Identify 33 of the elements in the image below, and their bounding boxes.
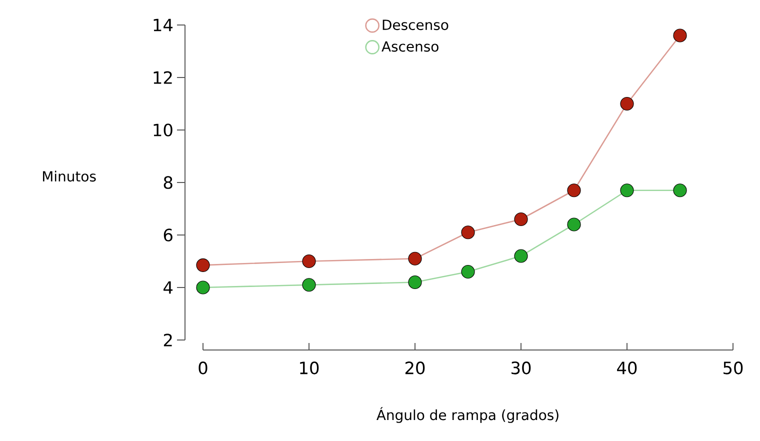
point <box>408 275 422 290</box>
point <box>302 278 316 292</box>
x-axis-title: Ángulo de rampa (grados) <box>376 407 558 423</box>
x-tick-label: 20 <box>405 362 425 374</box>
point <box>567 184 581 198</box>
y-tick-label: 6 <box>164 228 172 242</box>
y-axis-title: Minutos <box>42 170 96 182</box>
x-tick-label: 10 <box>300 362 319 374</box>
point <box>408 252 422 266</box>
point <box>567 218 581 232</box>
legend-label: Ascenso <box>382 41 438 52</box>
y-tick-label: 8 <box>164 176 172 189</box>
point <box>514 212 528 226</box>
point <box>620 96 634 111</box>
y-tick-label: 12 <box>154 71 172 84</box>
x-tick-label: 40 <box>617 362 637 374</box>
y-tick-label: 4 <box>164 281 173 294</box>
point <box>620 184 634 198</box>
legend-label: Descenso <box>382 20 448 30</box>
point <box>196 258 210 272</box>
x-tick-label: 30 <box>512 362 531 374</box>
y-tick-label: 10 <box>154 124 172 136</box>
point <box>673 184 687 198</box>
point <box>461 226 475 240</box>
y-tick-label: 2 <box>164 334 172 346</box>
point <box>196 280 210 294</box>
point <box>302 254 316 268</box>
x-tick-label: 50 <box>724 362 743 374</box>
point <box>461 264 475 279</box>
y-tick-label: 14 <box>154 18 173 32</box>
point <box>514 249 528 263</box>
x-tick-label: 0 <box>198 362 208 374</box>
point <box>673 28 687 42</box>
